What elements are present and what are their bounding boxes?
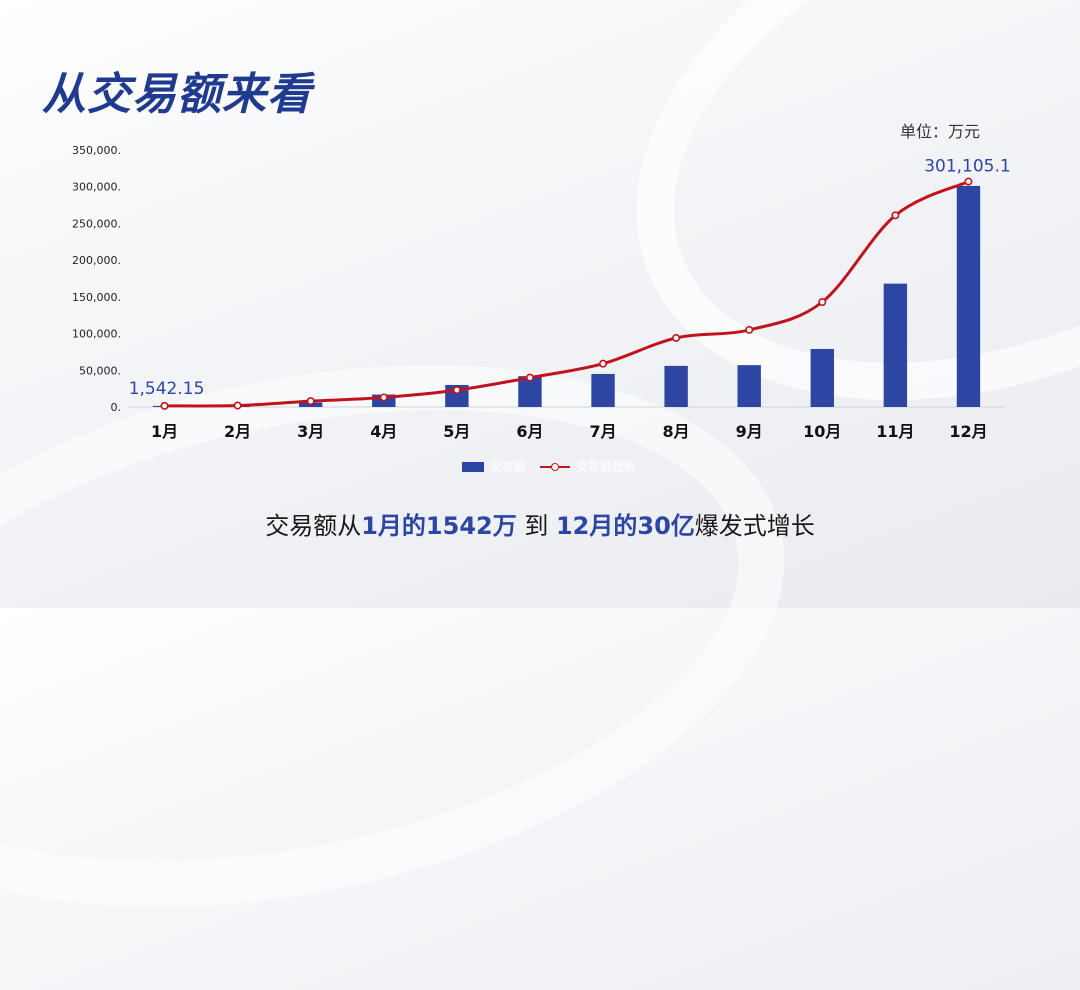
x-tick-label: 6月 bbox=[516, 422, 543, 441]
caption-text: 交易额从 bbox=[265, 512, 362, 540]
y-tick-label: 250,000. bbox=[72, 217, 121, 230]
trend-line bbox=[164, 180, 970, 408]
x-tick-label: 8月 bbox=[663, 422, 690, 441]
line-point bbox=[525, 373, 534, 382]
data-label: 301,105.1 bbox=[924, 157, 1011, 177]
caption-text: 到 bbox=[516, 512, 556, 540]
y-tick-label: 300,000. bbox=[72, 181, 121, 194]
line-point bbox=[379, 393, 388, 402]
bar bbox=[956, 185, 981, 407]
bar-swatch-icon bbox=[462, 461, 484, 472]
chart-legend: 交易额 交易额趋势 bbox=[462, 458, 636, 475]
legend-item-bar: 交易额 bbox=[462, 458, 526, 475]
line-point bbox=[745, 325, 754, 334]
line-point bbox=[233, 401, 242, 410]
summary-caption: 交易额从1月的1542万 到 12月的30亿爆发式增长 bbox=[0, 506, 1080, 541]
y-tick-label: 100,000. bbox=[72, 328, 121, 341]
x-tick-label: 4月 bbox=[370, 422, 397, 441]
chart: 0. 50,000. 100,000. 150,000. 200,000. 250,000… bbox=[72, 144, 1011, 441]
legend-label: 交易额 bbox=[490, 460, 527, 474]
y-tick-label: 0. bbox=[111, 401, 122, 414]
y-tick-label: 150,000. bbox=[72, 291, 121, 304]
x-tick-label: 1月 bbox=[151, 422, 178, 441]
line-point bbox=[306, 397, 315, 406]
caption-highlight: 1月的1542万 bbox=[361, 512, 517, 540]
bar bbox=[737, 365, 761, 407]
x-tick-label: 5月 bbox=[443, 422, 470, 441]
bar bbox=[810, 348, 834, 407]
y-tick-label: 350,000. bbox=[72, 144, 121, 157]
unit-label: 单位：万元 bbox=[900, 122, 981, 141]
x-tick-label: 11月 bbox=[876, 422, 914, 441]
legend-item-line: 交易额趋势 bbox=[540, 458, 636, 475]
page-title: 从交易额来看 bbox=[42, 69, 312, 120]
line-point bbox=[672, 333, 681, 342]
line-swatch-icon bbox=[540, 461, 571, 473]
caption-text: 爆发式增长 bbox=[694, 512, 815, 540]
bar bbox=[591, 373, 615, 407]
x-tick-label: 10月 bbox=[803, 422, 841, 441]
bar bbox=[664, 365, 688, 407]
line-point bbox=[452, 386, 461, 395]
x-tick-label: 9月 bbox=[736, 422, 763, 441]
caption-highlight: 12月的30亿 bbox=[555, 512, 695, 540]
x-tick-label: 7月 bbox=[589, 422, 616, 441]
line-point bbox=[964, 177, 973, 186]
y-tick-label: 50,000. bbox=[79, 364, 121, 377]
line-point bbox=[818, 297, 827, 306]
line-point bbox=[599, 359, 608, 368]
bar bbox=[883, 283, 908, 407]
line-point bbox=[891, 211, 900, 220]
legend-label: 交易额趋势 bbox=[576, 460, 637, 474]
x-tick-label: 3月 bbox=[297, 422, 324, 441]
bar bbox=[518, 376, 542, 407]
line-point bbox=[160, 401, 169, 410]
y-tick-label: 200,000. bbox=[72, 254, 121, 267]
data-label: 1,542.15 bbox=[129, 379, 205, 399]
x-tick-label: 2月 bbox=[224, 422, 251, 441]
x-tick-label: 12月 bbox=[949, 422, 987, 441]
